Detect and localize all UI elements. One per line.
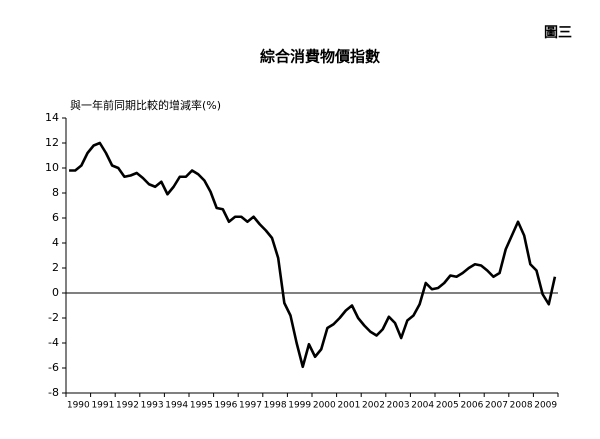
x-tick-label: 2002 [362,401,385,411]
x-tick-label: 2005 [436,401,459,411]
y-tick-label: 4 [52,236,59,249]
y-tick-label: 10 [45,161,59,174]
x-tick-label: 2003 [387,401,410,411]
x-tick-label: 1990 [67,401,90,411]
y-tick-label: -8 [48,386,59,399]
x-tick-label: 1997 [239,401,262,411]
chart-title: 綜合消費物價指數 [260,48,380,66]
x-tick-label: 2008 [510,401,533,411]
data-line [69,141,557,369]
x-tick-label: 1998 [264,401,287,411]
x-tick-label: 2006 [460,401,483,411]
x-tick-label: 1994 [165,401,188,411]
y-tick-label: -6 [48,361,59,374]
y-tick-label: 0 [52,286,59,299]
y-tick-label: -2 [48,311,59,324]
y-tick-label: 12 [45,136,59,149]
y-tick-label: -4 [48,336,59,349]
y-tick-label: 2 [52,261,59,274]
x-tick-label: 2001 [337,401,360,411]
x-tick-label: 1993 [141,401,164,411]
x-tick-label: 1992 [116,401,139,411]
x-tick-label: 2004 [411,401,434,411]
figure-label: 圖三 [544,24,572,41]
y-axis-label: 與一年前同期比較的增減率(%) [70,98,221,112]
x-tick-label: 1991 [91,401,114,411]
x-tick-label: 2009 [534,401,557,411]
x-tick-label: 1996 [214,401,237,411]
y-tick-label: 6 [52,211,59,224]
x-tick-label: 1995 [190,401,213,411]
x-tick-label: 2007 [485,401,508,411]
y-tick-label: 14 [45,111,59,124]
x-tick-label: 1999 [288,401,311,411]
y-tick-label: 8 [52,186,59,199]
x-tick-label: 2000 [313,401,336,411]
